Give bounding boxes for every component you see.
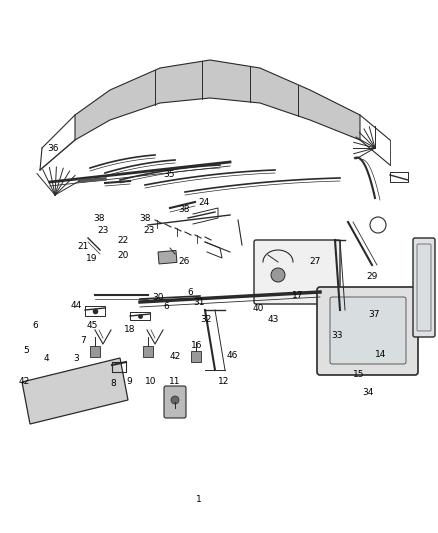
Text: 5: 5 xyxy=(23,346,29,355)
Text: 34: 34 xyxy=(362,389,374,397)
Text: 4: 4 xyxy=(43,354,49,362)
Circle shape xyxy=(171,396,179,404)
FancyBboxPatch shape xyxy=(330,297,406,364)
Text: 35: 35 xyxy=(163,171,174,179)
Bar xyxy=(143,346,153,357)
Bar xyxy=(90,346,100,357)
Text: 16: 16 xyxy=(191,341,202,350)
Text: 7: 7 xyxy=(80,336,86,344)
Text: 33: 33 xyxy=(332,332,343,340)
Text: 36: 36 xyxy=(47,144,58,152)
Text: 44: 44 xyxy=(71,301,82,310)
Text: 21: 21 xyxy=(78,242,89,251)
Text: 37: 37 xyxy=(369,310,380,319)
Text: 43: 43 xyxy=(268,316,279,324)
Text: 32: 32 xyxy=(200,316,212,324)
Text: 20: 20 xyxy=(117,252,128,260)
Text: 26: 26 xyxy=(178,257,190,265)
Text: 38: 38 xyxy=(139,214,150,223)
Text: 42: 42 xyxy=(18,377,30,385)
Bar xyxy=(158,251,177,264)
Text: 30: 30 xyxy=(152,293,163,302)
FancyBboxPatch shape xyxy=(417,244,431,331)
FancyBboxPatch shape xyxy=(164,386,186,418)
Polygon shape xyxy=(75,60,360,140)
FancyBboxPatch shape xyxy=(317,287,418,375)
Text: 27: 27 xyxy=(310,257,321,265)
Text: 6: 6 xyxy=(163,302,170,311)
Text: 22: 22 xyxy=(117,237,128,245)
Text: 40: 40 xyxy=(253,304,264,312)
Text: 42: 42 xyxy=(170,352,181,360)
Text: 46: 46 xyxy=(226,351,238,360)
Text: 9: 9 xyxy=(126,377,132,385)
Text: 6: 6 xyxy=(187,288,194,296)
Text: 23: 23 xyxy=(97,226,109,235)
Text: 6: 6 xyxy=(32,321,38,329)
Text: 8: 8 xyxy=(110,379,116,388)
Text: 3: 3 xyxy=(74,354,80,362)
Text: 12: 12 xyxy=(218,377,229,385)
Polygon shape xyxy=(22,358,128,424)
Text: 31: 31 xyxy=(194,298,205,306)
Circle shape xyxy=(271,268,285,282)
Text: 24: 24 xyxy=(198,198,209,207)
Text: 45: 45 xyxy=(86,321,98,329)
Text: 10: 10 xyxy=(145,377,157,385)
Text: 11: 11 xyxy=(170,377,181,385)
Text: 18: 18 xyxy=(124,325,135,334)
Text: 38: 38 xyxy=(93,214,104,223)
Text: 17: 17 xyxy=(292,292,304,300)
Text: 23: 23 xyxy=(143,226,155,235)
Text: 15: 15 xyxy=(353,370,365,379)
Text: 19: 19 xyxy=(86,254,98,263)
Text: 1: 1 xyxy=(196,496,202,504)
FancyBboxPatch shape xyxy=(413,238,435,337)
FancyBboxPatch shape xyxy=(254,240,340,304)
Text: 14: 14 xyxy=(375,350,387,359)
Text: 38: 38 xyxy=(178,205,190,214)
Bar xyxy=(191,351,201,362)
Text: 29: 29 xyxy=(367,272,378,280)
